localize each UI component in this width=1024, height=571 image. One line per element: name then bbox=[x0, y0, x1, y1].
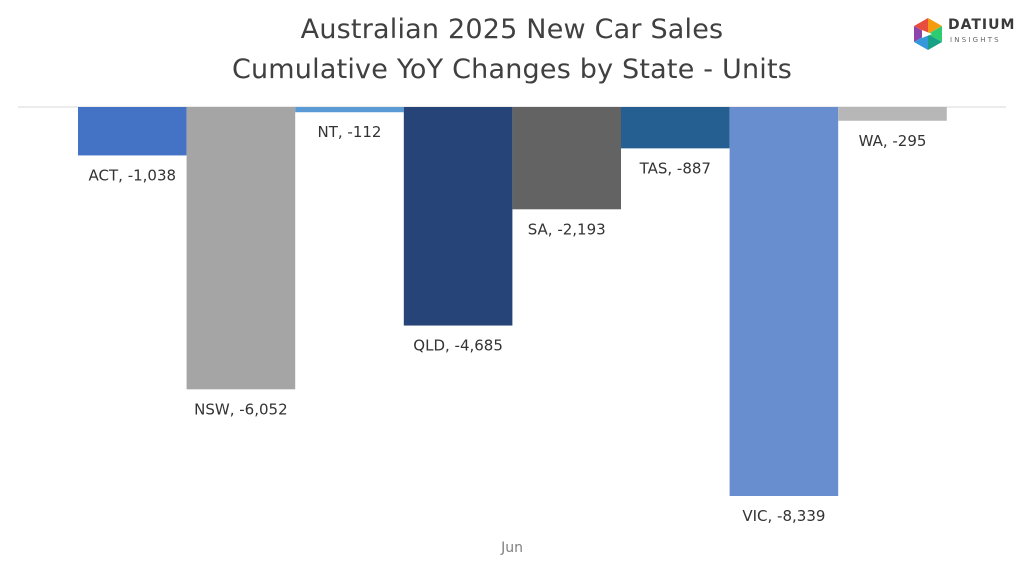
x-category-label: Jun bbox=[501, 540, 523, 556]
data-label-tas: TAS, -887 bbox=[639, 159, 711, 177]
bar-wa bbox=[838, 107, 947, 121]
bar-qld bbox=[403, 107, 513, 326]
bar-nsw bbox=[186, 107, 296, 390]
logo-tagline: INSIGHTS bbox=[950, 36, 1001, 44]
bar-vic bbox=[729, 107, 839, 496]
data-label-qld: QLD, -4,685 bbox=[413, 337, 503, 355]
bar-act bbox=[78, 107, 187, 156]
bar-sa bbox=[512, 107, 621, 210]
datium-logo-icon bbox=[914, 18, 942, 50]
data-label-sa: SA, -2,193 bbox=[528, 220, 606, 238]
data-label-nsw: NSW, -6,052 bbox=[194, 400, 287, 418]
logo-name: DATIUM bbox=[948, 17, 1016, 33]
data-label-vic: VIC, -8,339 bbox=[742, 507, 825, 525]
bar-nt bbox=[295, 107, 404, 113]
data-label-act: ACT, -1,038 bbox=[89, 166, 177, 184]
bar-tas bbox=[621, 107, 730, 149]
chart-title-line-1: Australian 2025 New Car Sales bbox=[300, 14, 724, 45]
data-label-nt: NT, -112 bbox=[318, 123, 382, 141]
chart-title-line-2: Cumulative YoY Changes by State - Units bbox=[231, 54, 793, 85]
data-label-wa: WA, -295 bbox=[859, 132, 927, 150]
